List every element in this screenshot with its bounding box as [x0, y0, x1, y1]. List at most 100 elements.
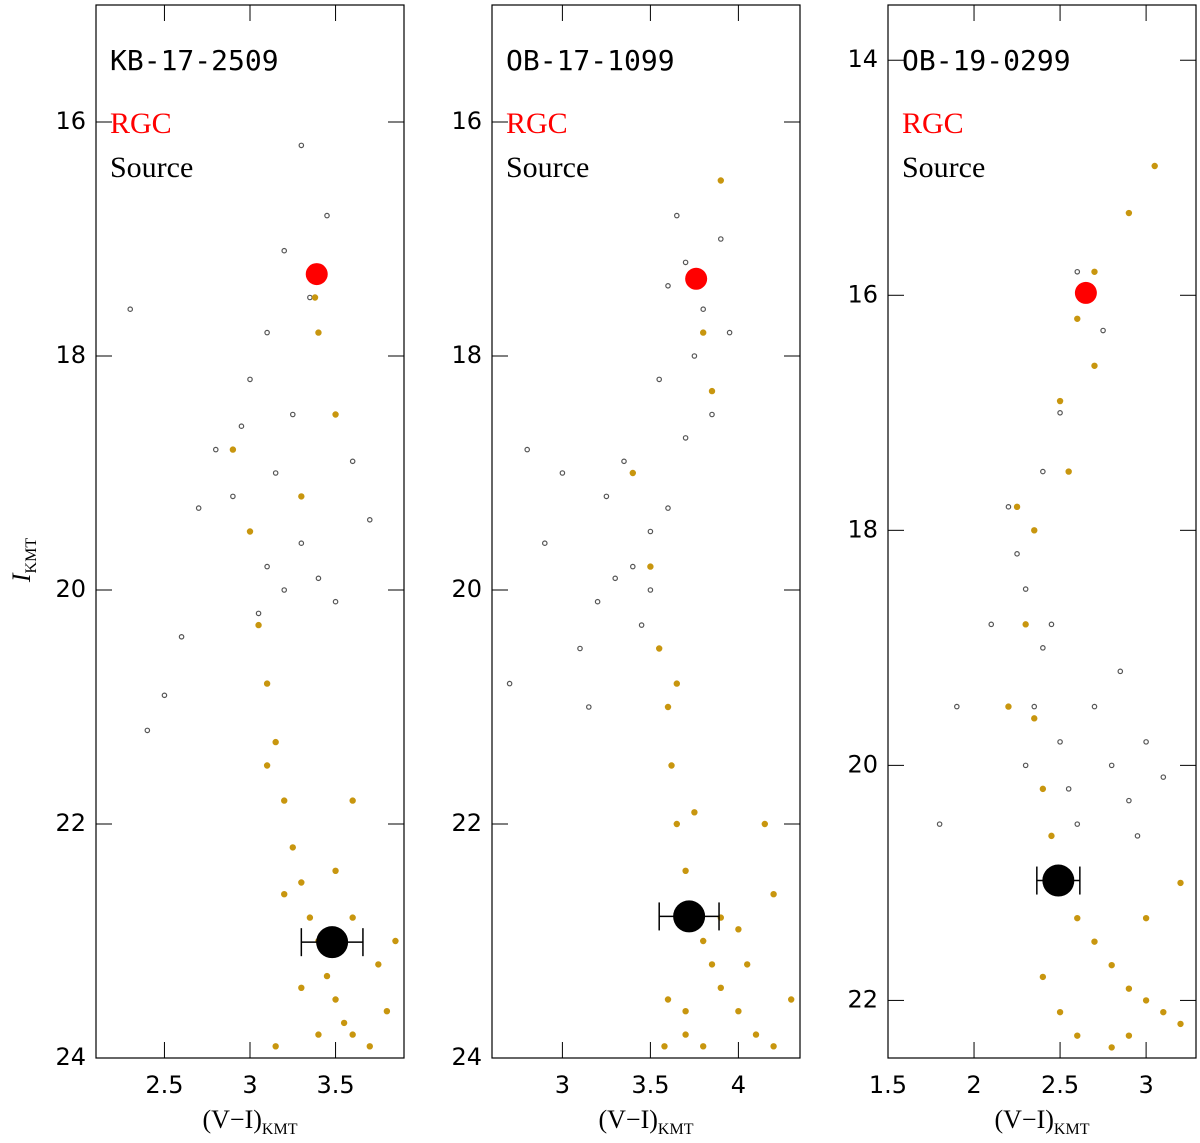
star-point	[594, 598, 601, 605]
star-point	[682, 1008, 689, 1015]
star-point	[673, 820, 681, 828]
star-point	[673, 212, 680, 219]
star-point	[349, 797, 356, 804]
star-point	[682, 1031, 689, 1038]
star-point	[375, 961, 382, 968]
star-point	[709, 411, 715, 418]
star-point	[988, 621, 995, 628]
y-axis-label-main: I	[7, 572, 36, 583]
star-point	[1177, 1020, 1184, 1028]
source-point	[316, 926, 349, 959]
star-point	[1065, 468, 1072, 475]
star-point	[1091, 703, 1098, 710]
plot-frame	[491, 4, 801, 1059]
x-axis-label-sub: KMT	[262, 1121, 298, 1138]
y-tick-label: 16	[847, 280, 878, 308]
star-point	[585, 704, 592, 710]
star-point	[1160, 1008, 1167, 1016]
x-tick-label: 2	[966, 1071, 981, 1099]
star-point	[281, 247, 288, 254]
star-point	[638, 622, 645, 628]
star-point	[1125, 209, 1133, 217]
star-point	[1074, 1032, 1081, 1039]
star-point	[1091, 938, 1098, 945]
star-point	[366, 1043, 373, 1050]
star-point	[1048, 832, 1055, 840]
star-point	[1022, 621, 1029, 628]
x-tick-label: 3.5	[316, 1071, 354, 1099]
star-point	[332, 411, 339, 418]
star-point	[506, 680, 513, 687]
star-point	[524, 446, 531, 453]
star-point	[1177, 879, 1184, 887]
star-point	[577, 645, 583, 652]
star-point	[392, 937, 399, 945]
star-point	[682, 435, 689, 441]
star-point	[1091, 268, 1098, 275]
star-point	[1057, 410, 1063, 416]
x-tick-label: 3	[242, 1071, 257, 1099]
rgc-point	[685, 267, 708, 290]
star-point	[1108, 762, 1115, 769]
star-point	[383, 1008, 391, 1015]
star-point	[1091, 362, 1098, 369]
star-point	[656, 376, 663, 383]
star-point	[1160, 774, 1167, 780]
star-point	[1065, 786, 1072, 792]
star-point	[298, 493, 305, 500]
x-tick-label: 3.5	[631, 1071, 669, 1099]
star-point	[1040, 468, 1046, 475]
star-point	[1074, 821, 1081, 827]
star-point	[735, 926, 742, 933]
star-point	[229, 446, 237, 453]
star-point	[1056, 1008, 1064, 1016]
star-point	[1005, 703, 1012, 710]
star-point	[1048, 621, 1055, 628]
legend-label: Source	[506, 151, 589, 184]
star-point	[161, 692, 168, 699]
panel: 14 16 18 20 22 1.5 2 2.5 3 OB-19-0299 RGC Source (V−…	[847, 4, 1197, 1138]
star-point	[664, 703, 672, 711]
star-point	[272, 470, 279, 476]
star-point	[1134, 833, 1141, 839]
star-point	[1125, 985, 1133, 992]
star-point	[1056, 397, 1064, 405]
star-point	[700, 306, 707, 313]
y-tick-label: 22	[55, 809, 86, 837]
star-point	[298, 540, 305, 547]
star-point	[324, 212, 330, 219]
star-point	[682, 867, 689, 875]
x-axis-label: (V−I)KMT	[995, 1105, 1090, 1138]
star-point	[307, 294, 313, 301]
star-point	[272, 1043, 279, 1050]
y-tick-label: 22	[451, 809, 482, 837]
panel-title: KB-17-2509	[110, 44, 279, 77]
star-point	[788, 996, 795, 1003]
star-point	[700, 937, 707, 945]
star-point	[603, 493, 610, 500]
star-point	[281, 587, 288, 593]
star-point	[230, 493, 236, 500]
panel: 16 18 20 22 24 3 3.5 4 OB-17-1099 RGC Source (V−I)K…	[451, 4, 801, 1138]
legend-label: RGC	[506, 107, 568, 140]
y-tick-label: 20	[55, 575, 86, 603]
y-tick-label: 22	[847, 985, 878, 1013]
star-point	[1100, 327, 1106, 334]
star-point	[761, 820, 769, 828]
y-tick-label: 14	[847, 45, 878, 73]
star-point	[349, 1031, 356, 1038]
x-axis-label-main: (V−I)	[599, 1105, 658, 1134]
star-point	[298, 879, 305, 886]
x-tick-label: 3	[1138, 1071, 1153, 1099]
x-tick-label: 4	[731, 1071, 746, 1099]
star-point	[1005, 504, 1012, 510]
star-point	[263, 762, 271, 769]
y-axis-label-sub: KMT	[23, 538, 40, 574]
legend-label: Source	[110, 151, 193, 184]
panel-title: OB-17-1099	[506, 44, 675, 77]
star-point	[246, 528, 254, 535]
star-point	[629, 563, 636, 570]
panel-title: OB-19-0299	[902, 44, 1071, 77]
y-tick-label: 24	[451, 1043, 482, 1071]
star-point	[1039, 973, 1047, 981]
